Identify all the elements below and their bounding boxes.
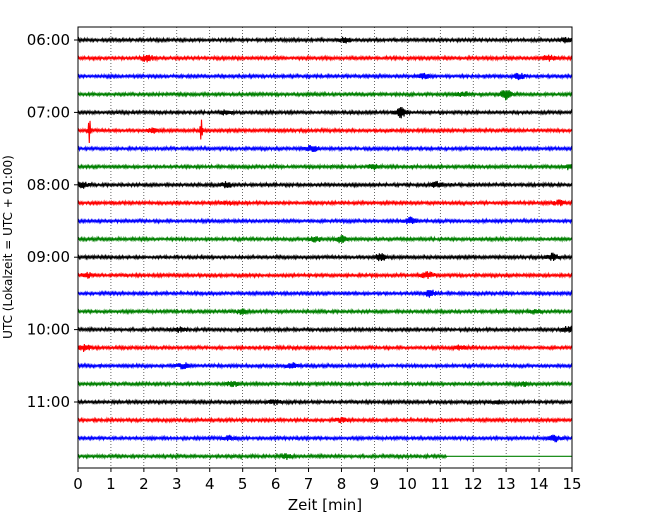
trace-0700 [77,107,573,119]
y-axis-label: UTC (Lokalzeit = UTC + 01:00) [1,155,15,339]
trace-0800 [77,180,573,189]
trace-1115 [77,416,573,424]
trace-0730 [77,144,573,153]
trace-0745 [77,162,573,171]
x-tick-label: 6 [271,475,281,493]
trace-0900 [77,252,573,262]
x-tick-label: 12 [464,475,483,493]
y-tick-label: 10:00 [27,321,70,339]
y-tick-label: 08:00 [27,176,70,194]
x-tick-label: 2 [139,475,149,493]
x-tick-label: 10 [398,475,417,493]
plot-background [78,27,572,468]
trace-1000 [77,325,573,334]
x-tick-label: 13 [497,475,516,493]
y-tick-label: 09:00 [27,248,70,266]
trace-0945 [77,307,573,316]
trace-1045 [77,380,573,388]
y-tick-label: 11:00 [27,393,70,411]
trace-0630 [77,72,573,81]
x-tick-label: 15 [562,475,581,493]
trace-1145 [77,452,572,461]
x-tick-label: 5 [238,475,248,493]
trace-1030 [77,362,573,370]
trace-1130 [77,434,573,443]
x-tick-label: 14 [530,475,549,493]
plot-frame [77,26,573,469]
x-tick-label: 0 [73,475,83,493]
x-tick-label: 3 [172,475,182,493]
y-axis-ticks: 06:00 07:00 08:00 09:00 10:00 11:00 [27,31,78,411]
trace-0715 [77,119,573,143]
seismic-traces [77,36,573,461]
x-tick-label: 1 [106,475,116,493]
trace-0830 [77,216,573,225]
y-tick-label: 06:00 [27,31,70,49]
trace-0915 [77,271,573,280]
trace-0845 [77,234,573,244]
x-tick-label: 11 [431,475,450,493]
y-tick-label: 07:00 [27,103,70,121]
trace-0600 [77,36,573,44]
trace-0645 [77,90,573,101]
x-tick-label: 9 [370,475,380,493]
x-tick-label: 7 [304,475,314,493]
x-tick-label: 8 [337,475,347,493]
trace-0930 [77,289,573,298]
trace-0815 [77,199,573,207]
x-tick-label: 4 [205,475,215,493]
trace-1100 [77,398,573,406]
x-axis-label: Zeit [min] [288,496,362,514]
trace-0615 [77,54,573,63]
x-axis-ticks: 0 1 2 3 4 5 6 7 8 9 10 11 12 13 14 15 [73,468,582,493]
trace-1015 [77,343,573,353]
